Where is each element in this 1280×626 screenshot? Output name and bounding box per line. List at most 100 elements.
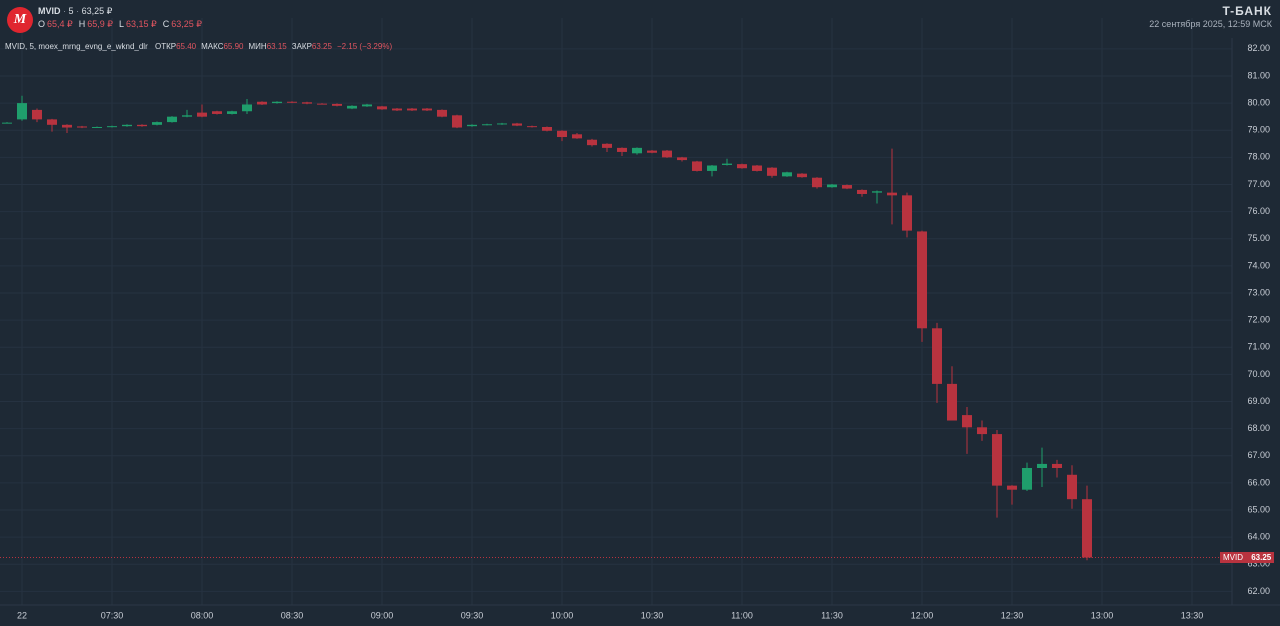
y-tick-label: 72.00 (1247, 315, 1270, 325)
y-tick-label: 70.00 (1247, 369, 1270, 379)
x-tick-label: 12:30 (1001, 610, 1024, 620)
legend-key: МИН (248, 42, 267, 51)
candle-body (17, 103, 27, 120)
ticker-row: MVID · 5 · 63,25 ₽ (38, 6, 113, 16)
candle-body (437, 109, 447, 117)
x-tick-label: 11:00 (731, 610, 753, 620)
ohlc-key: L (119, 19, 125, 29)
candle-body (137, 124, 147, 127)
candle-body (647, 150, 657, 153)
x-tick-label: 12:00 (911, 610, 934, 620)
candle-body (197, 112, 207, 117)
candle-body (662, 150, 672, 158)
y-tick-label: 63.00 (1247, 559, 1270, 569)
candle-body (182, 115, 192, 117)
candle-body (992, 434, 1002, 486)
legend-key: ОТКР (154, 42, 177, 51)
y-tick-label: 71.00 (1247, 342, 1270, 352)
y-tick-label: 81.00 (1247, 70, 1270, 80)
candle-body (242, 104, 252, 112)
candle-body (797, 173, 807, 178)
y-tick-label: 66.00 (1247, 477, 1270, 487)
x-tick-label: 10:30 (641, 610, 664, 620)
x-tick-label: 09:30 (461, 610, 484, 620)
candle-body (467, 124, 477, 127)
x-tick-label: 08:30 (281, 610, 304, 620)
price-tag-name: MVID (1223, 553, 1243, 563)
y-tick-label: 80.00 (1247, 97, 1270, 107)
candle-body (257, 101, 267, 105)
candle-body (362, 104, 372, 107)
candle-body (152, 122, 162, 125)
candle-body (392, 108, 402, 111)
x-tick-label: 10:00 (551, 610, 574, 620)
ohlc-key: C (162, 19, 170, 29)
candle-body (917, 231, 927, 329)
y-tick-label: 75.00 (1247, 233, 1270, 243)
ohlc-key: O (38, 19, 46, 29)
candle-body (212, 111, 222, 114)
legend-value: 65.40 (176, 42, 197, 51)
legend-change: −2.15 (−3.29%) (336, 42, 393, 51)
y-tick-label: 62.00 (1247, 586, 1270, 596)
candle-body (557, 130, 567, 138)
candle-body (512, 123, 522, 126)
candle-body (1022, 467, 1032, 490)
y-tick-label: 74.00 (1247, 260, 1270, 270)
candle-body (752, 165, 762, 171)
candle-body (1067, 474, 1077, 500)
ohlc-value: 63,15 ₽ (126, 19, 157, 29)
logo[interactable]: М (7, 7, 33, 33)
price-tag: MVID 63.25 (1220, 552, 1275, 564)
ohlc-key: H (78, 19, 86, 29)
candle-body (1052, 463, 1062, 468)
candle-body (107, 126, 117, 128)
candle-body (632, 147, 642, 154)
candle-body (947, 383, 957, 421)
y-tick-label: 73.00 (1247, 287, 1270, 297)
study: MVID, 5, moex_mrng_evng_e_wknd_dlr (5, 42, 148, 51)
y-tick-label: 77.00 (1247, 179, 1270, 189)
candle-body (1007, 485, 1017, 490)
candle-body (977, 427, 987, 435)
candle-body (377, 106, 387, 110)
price-tag-value: 63.25 (1251, 553, 1272, 563)
x-tick-label: 09:00 (371, 610, 394, 620)
candle-body (317, 103, 327, 105)
candle-body (167, 116, 177, 123)
candle-body (812, 177, 822, 188)
candle-body (857, 189, 867, 194)
candle-body (122, 124, 132, 127)
candle-body (347, 105, 357, 109)
candle-body (272, 101, 282, 104)
candle-body (827, 184, 837, 188)
candle-body (527, 126, 537, 128)
candle-body (407, 108, 417, 111)
legend-value: 65.90 (223, 42, 244, 51)
candle-body (617, 147, 627, 152)
y-tick-label: 68.00 (1247, 423, 1270, 433)
candle-body (872, 191, 882, 193)
candle-body (32, 109, 42, 120)
candle-body (707, 165, 717, 171)
candle-body (602, 143, 612, 148)
candle-body (1082, 499, 1092, 558)
ohlc-row: O 65,4 ₽ H 65,9 ₽ L 63,15 ₽ C 63,25 ₽ (38, 19, 202, 30)
x-tick-label: 08:00 (191, 610, 214, 620)
symbol: MVID (38, 6, 61, 16)
candle-body (497, 123, 507, 125)
y-tick-label: 76.00 (1247, 206, 1270, 216)
ohlc-value: 63,25 ₽ (171, 19, 203, 29)
candle-body (692, 161, 702, 171)
x-tick-label: 22 (17, 610, 27, 620)
candle-body (332, 103, 342, 106)
y-tick-label: 67.00 (1247, 450, 1270, 460)
candle-body (767, 167, 777, 176)
candle-body (422, 108, 432, 111)
y-tick-label: 64.00 (1247, 532, 1270, 542)
candle-body (542, 126, 552, 131)
candle-body (677, 157, 687, 161)
y-tick-label: 79.00 (1247, 125, 1270, 135)
legend-value: 63.15 (266, 42, 287, 51)
